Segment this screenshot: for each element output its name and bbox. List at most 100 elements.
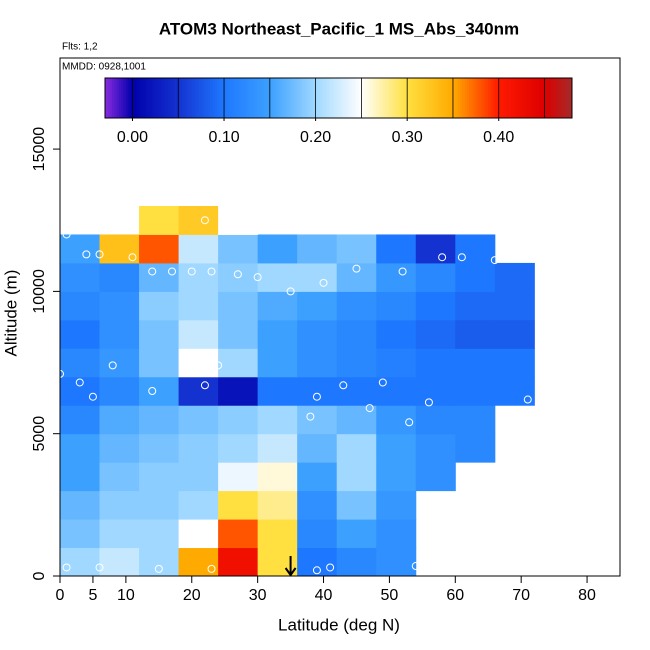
- colorbar-swatch: [240, 78, 244, 118]
- colorbar-swatch: [557, 78, 561, 118]
- colorbar-swatch: [291, 78, 295, 118]
- colorbar-swatch: [177, 78, 181, 118]
- colorbar-swatch: [473, 78, 477, 118]
- colorbar-tick-label: 0.30: [392, 129, 423, 146]
- heat-cell: [60, 376, 101, 406]
- heat-cell: [455, 319, 496, 349]
- colorbar-swatch: [399, 78, 402, 118]
- heat-cell: [99, 547, 140, 577]
- sample-point: [319, 278, 328, 287]
- colorbar-swatch: [186, 78, 190, 118]
- colorbar-swatch: [413, 78, 416, 118]
- colorbar-swatch: [294, 78, 297, 118]
- heat-cell: [297, 376, 338, 406]
- sample-point: [62, 230, 71, 239]
- colorbar-swatch: [389, 78, 393, 118]
- colorbar-swatch: [329, 78, 332, 118]
- heat-cell: [60, 405, 101, 435]
- colorbar-swatch: [284, 78, 288, 118]
- colorbar-swatch: [455, 78, 458, 118]
- colorbar-swatch: [340, 78, 344, 118]
- heat-cell: [336, 291, 377, 321]
- heat-cell: [336, 547, 377, 577]
- sample-point: [233, 270, 242, 279]
- heat-cell: [297, 291, 338, 321]
- colorbar-swatch: [245, 78, 248, 118]
- colorbar-swatch: [322, 78, 325, 118]
- colorbar-swatch: [203, 78, 206, 118]
- heat-cell: [297, 462, 338, 492]
- heat-cell: [99, 319, 140, 349]
- heat-cell: [60, 234, 101, 264]
- colorbar-swatch: [471, 78, 475, 118]
- colorbar-swatch: [275, 78, 279, 118]
- colorbar-swatch: [515, 78, 519, 118]
- x-tick-label: 50: [381, 587, 399, 604]
- colorbar-swatch: [415, 78, 419, 118]
- sample-point: [154, 564, 163, 573]
- heat-cell: [178, 405, 219, 435]
- x-tick-label: 30: [249, 587, 267, 604]
- colorbar-swatch: [263, 78, 267, 118]
- colorbar-swatch: [359, 78, 363, 118]
- colorbar-swatch: [490, 78, 494, 118]
- colorbar-swatch: [567, 78, 571, 118]
- colorbar-swatch: [140, 78, 143, 118]
- arrow-head: [284, 567, 297, 577]
- sample-point: [253, 219, 262, 228]
- sample-point: [214, 361, 223, 370]
- colorbar-swatch: [123, 78, 127, 118]
- y-tick-label: 10000: [31, 269, 48, 314]
- heat-cell: [139, 547, 180, 577]
- colorbar-swatch: [200, 78, 204, 118]
- heat-cell: [336, 234, 377, 264]
- heat-cell: [455, 376, 496, 406]
- colorbar-swatch: [256, 78, 260, 118]
- colorbar-swatch: [154, 78, 157, 118]
- colorbar-swatch: [165, 78, 169, 118]
- colorbar-swatch: [501, 78, 505, 118]
- heat-cell: [99, 490, 140, 520]
- heat-cell: [218, 348, 259, 378]
- heat-cell: [99, 405, 140, 435]
- colorbar-swatch: [315, 78, 318, 118]
- sample-point: [286, 287, 295, 296]
- sample-point: [457, 253, 466, 262]
- heat-cell: [257, 519, 298, 549]
- sample-point: [187, 267, 196, 276]
- heat-cell: [415, 262, 456, 292]
- colorbar-swatch: [459, 78, 463, 118]
- colorbar-swatch: [394, 78, 398, 118]
- colorbar-swatch: [527, 78, 531, 118]
- colorbar-swatch: [522, 78, 526, 118]
- heat-cell: [218, 234, 259, 264]
- sample-point: [148, 387, 157, 395]
- colorbar-swatch: [298, 78, 302, 118]
- colorbar-swatch: [172, 78, 176, 118]
- colorbar-swatch: [168, 78, 171, 118]
- colorbar-swatch: [443, 78, 447, 118]
- colorbar-swatch: [161, 78, 164, 118]
- colorbar-swatch: [144, 78, 148, 118]
- colorbar-swatch: [105, 78, 108, 118]
- colorbar-swatch: [193, 78, 197, 118]
- chart-title: ATOM3 Northeast_Pacific_1 MS_Abs_340nm: [159, 19, 519, 38]
- heat-cell: [99, 519, 140, 549]
- sample-point: [339, 381, 348, 390]
- heat-cell: [415, 433, 456, 463]
- colorbar-swatch: [109, 78, 113, 118]
- heat-cell: [415, 291, 456, 321]
- colorbar-swatch: [277, 78, 281, 118]
- colorbar-swatch: [504, 78, 508, 118]
- colorbar-swatch: [142, 78, 146, 118]
- colorbar-swatch: [436, 78, 440, 118]
- sample-point: [200, 381, 209, 390]
- heat-cell: [494, 376, 535, 406]
- colorbar-swatch: [280, 78, 283, 118]
- colorbar-swatch: [319, 78, 323, 118]
- colorbar-swatch: [366, 78, 370, 118]
- colorbar-swatch: [361, 78, 365, 118]
- sample-point: [378, 378, 387, 387]
- colorbar-swatch: [539, 78, 543, 118]
